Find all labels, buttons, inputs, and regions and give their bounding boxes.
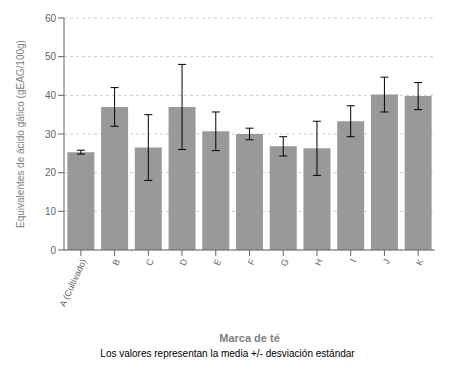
svg-text:20: 20 xyxy=(45,167,57,178)
svg-text:Marca de té: Marca de té xyxy=(219,332,280,344)
svg-text:B: B xyxy=(111,257,123,267)
svg-text:30: 30 xyxy=(45,129,57,140)
svg-text:60: 60 xyxy=(45,13,57,24)
svg-text:G: G xyxy=(279,257,291,268)
svg-text:D: D xyxy=(178,257,190,268)
svg-text:A (Cultivado): A (Cultivado) xyxy=(58,257,89,308)
svg-text:C: C xyxy=(144,257,156,268)
svg-text:10: 10 xyxy=(45,206,57,217)
svg-text:K: K xyxy=(414,257,426,267)
svg-text:F: F xyxy=(246,257,258,267)
svg-text:I: I xyxy=(348,257,358,264)
svg-text:50: 50 xyxy=(45,51,57,62)
svg-text:H: H xyxy=(313,257,325,267)
html-text:Los valores representan la med: Los valores representan la media +/- des… xyxy=(100,348,355,359)
svg-text:J: J xyxy=(381,257,392,265)
svg-text:40: 40 xyxy=(45,90,57,101)
svg-text:E: E xyxy=(212,257,224,267)
svg-text:Equivalentes de ácido gálico (: Equivalentes de ácido gálico (gEAG/100g) xyxy=(15,40,26,228)
svg-text:0: 0 xyxy=(50,245,56,256)
